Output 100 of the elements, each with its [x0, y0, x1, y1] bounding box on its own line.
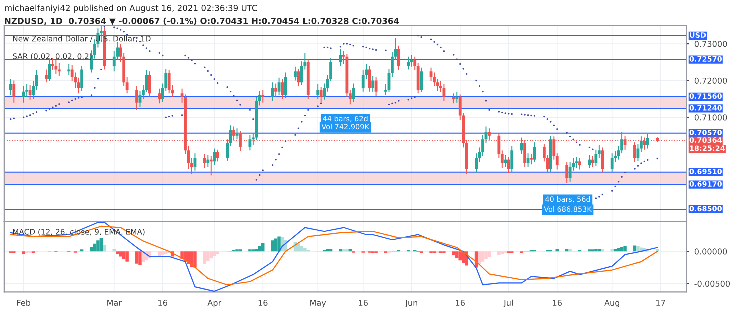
bar [112, 249, 116, 252]
bar [135, 252, 139, 264]
candlestick [45, 69, 48, 84]
bar [456, 252, 459, 258]
candlestick [206, 154, 210, 168]
bar [164, 252, 168, 254]
bar [194, 252, 197, 268]
bar [620, 247, 624, 252]
bar [565, 249, 569, 252]
bar [300, 246, 304, 252]
candlestick [407, 56, 410, 70]
candlestick [297, 68, 300, 87]
candlestick [610, 153, 614, 172]
bar [478, 252, 482, 264]
bar [594, 249, 598, 252]
candlestick [420, 67, 424, 94]
candlestick [236, 128, 239, 140]
y-tick-label: 0.72000 [694, 78, 728, 84]
bar [206, 252, 210, 262]
y-tick-label: 0.00000 [694, 248, 728, 255]
x-tick-label: Feb [18, 300, 31, 306]
bar [100, 238, 104, 252]
candlestick [9, 78, 12, 96]
x-tick-label: Mar [108, 300, 122, 306]
bar [22, 252, 26, 254]
bar [556, 249, 559, 252]
candlestick [530, 154, 533, 166]
bar [458, 252, 462, 261]
bar [203, 252, 207, 264]
candlestick [510, 146, 514, 172]
candlestick [54, 60, 58, 75]
bar [258, 246, 262, 252]
candlestick [433, 72, 436, 87]
bar [90, 247, 94, 252]
candlestick [22, 86, 26, 104]
candlestick [591, 156, 594, 168]
bar [484, 252, 488, 260]
bar [452, 252, 456, 256]
candlestick [575, 156, 578, 169]
candlestick [281, 78, 284, 100]
bar [297, 244, 300, 252]
bar [210, 252, 214, 259]
candlestick [410, 54, 414, 68]
candlestick [374, 76, 378, 97]
bar [126, 252, 129, 262]
bar [498, 252, 501, 256]
candlestick [566, 162, 569, 184]
bar [329, 249, 333, 252]
candlestick [601, 147, 604, 174]
candlestick [442, 84, 446, 102]
candlestick [216, 149, 220, 162]
candlestick [646, 134, 650, 150]
candlestick [80, 66, 84, 92]
candlestick [158, 88, 162, 104]
x-tick-label: Aug [604, 300, 620, 308]
candlestick [248, 134, 252, 152]
bar [488, 252, 492, 258]
bar [213, 252, 216, 256]
bar [339, 249, 342, 252]
bar [636, 246, 640, 252]
candlestick [294, 66, 297, 82]
bar [119, 252, 122, 257]
candlestick [368, 66, 372, 92]
x-tick-label: 16 [158, 300, 168, 306]
bar [255, 249, 258, 252]
candlestick [520, 137, 524, 155]
candlestick [504, 154, 508, 168]
candlestick [51, 58, 54, 71]
bar [216, 252, 220, 254]
x-tick-label: May [310, 300, 326, 308]
bar [500, 252, 504, 254]
candlestick [568, 162, 572, 182]
candlestick [136, 86, 138, 111]
candlestick [274, 83, 278, 98]
bar [161, 252, 164, 256]
bar [304, 248, 307, 252]
y-tick-label: -0.00500 [694, 280, 730, 287]
bar [598, 249, 602, 252]
candlestick [634, 142, 636, 163]
candlestick [316, 84, 320, 100]
bar [96, 240, 100, 252]
bar [278, 236, 281, 252]
candlestick [262, 89, 265, 104]
candlestick [213, 148, 216, 166]
candlestick [507, 156, 510, 174]
bar [614, 249, 618, 252]
bar [271, 240, 274, 252]
x-tick-label: Apr [208, 300, 222, 308]
bar [481, 252, 485, 262]
x-tick-label: 16 [553, 300, 562, 306]
bar [138, 252, 142, 266]
bar [326, 249, 330, 252]
bar [624, 246, 627, 252]
candlestick [397, 45, 400, 71]
candlestick [12, 80, 16, 104]
bar [116, 252, 120, 254]
candlestick [271, 82, 274, 102]
x-tick-label: 17 [656, 300, 666, 306]
candlestick [578, 158, 582, 170]
x-tick-label: Jun [405, 300, 418, 308]
